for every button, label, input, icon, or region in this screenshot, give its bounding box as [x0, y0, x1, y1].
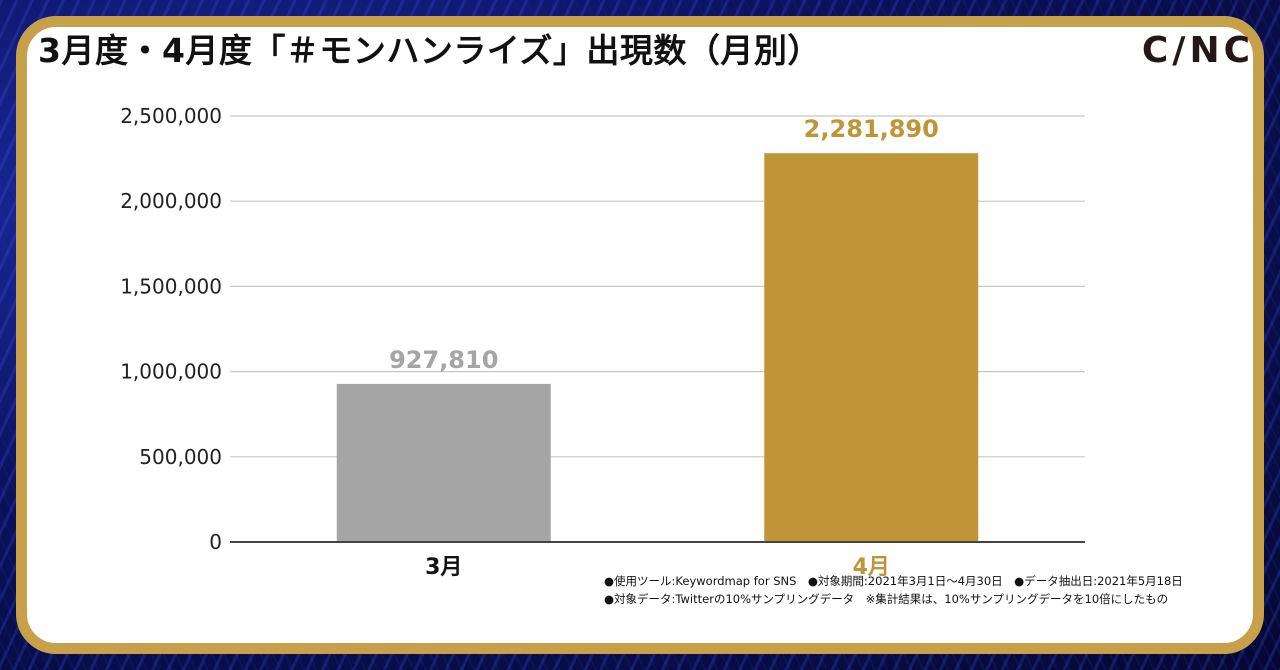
- footnote-line-2: ●対象データ:Twitterの10%サンプリングデータ ※集計結果は、10%サン…: [604, 592, 1169, 606]
- bar: [764, 153, 979, 542]
- brand-logo: C/NC: [1141, 30, 1254, 71]
- data-label: 927,810: [389, 346, 498, 374]
- data-label: 2,281,890: [804, 115, 939, 143]
- page-title: 3月度・4月度「＃モンハンライズ」出現数（月別）: [38, 31, 821, 70]
- y-tick-label: 2,000,000: [120, 189, 222, 213]
- y-tick-label: 0: [209, 530, 222, 554]
- y-tick-label: 1,000,000: [120, 360, 222, 384]
- x-tick-label: 4月: [853, 555, 890, 580]
- bar: [336, 383, 551, 542]
- chart-card: [16, 16, 1264, 654]
- x-tick-label: 3月: [425, 555, 462, 580]
- y-tick-label: 500,000: [139, 445, 222, 469]
- y-tick-label: 1,500,000: [120, 274, 222, 298]
- footnotes: ●使用ツール:Keywordmap for SNS ●対象期間:2021年3月1…: [604, 572, 1183, 608]
- y-tick-label: 2,500,000: [120, 104, 222, 128]
- footnote-line-1: ●使用ツール:Keywordmap for SNS ●対象期間:2021年3月1…: [604, 574, 1183, 588]
